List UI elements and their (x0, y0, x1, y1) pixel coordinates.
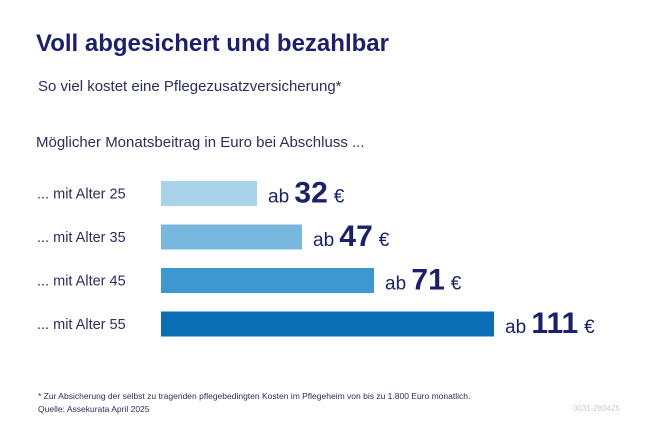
value-label: ab 47 € (313, 220, 390, 253)
value-label: ab 71 € (385, 264, 462, 297)
bar (161, 224, 302, 250)
bar (161, 311, 494, 337)
category-label: ... mit Alter 35 (37, 230, 126, 246)
category-label: ... mit Alter 25 (37, 187, 126, 203)
chart-subtitle: So viel kostet eine Pflegezusatzversiche… (38, 78, 342, 95)
bar (161, 181, 257, 206)
bar-chart: ... mit Alter 25 ab 32 € ... mit Alter 35 ab… (37, 177, 595, 341)
category-label: ... mit Alter 55 (37, 317, 126, 333)
value-label: ab 111 € (505, 307, 595, 340)
footnote: * Zur Absicherung der selbst zu tragende… (38, 391, 471, 401)
bar (161, 268, 374, 293)
source-note: Quelle: Assekurata April 2025 (38, 404, 150, 414)
graphic-code: 0031-280425 (572, 404, 620, 413)
chart-caption: Möglicher Monatsbeitrag in Euro bei Absc… (36, 134, 365, 151)
category-label: ... mit Alter 45 (37, 274, 126, 290)
chart-title: Voll abgesichert und bezahlbar (36, 30, 389, 57)
value-label: ab 32 € (268, 177, 345, 210)
